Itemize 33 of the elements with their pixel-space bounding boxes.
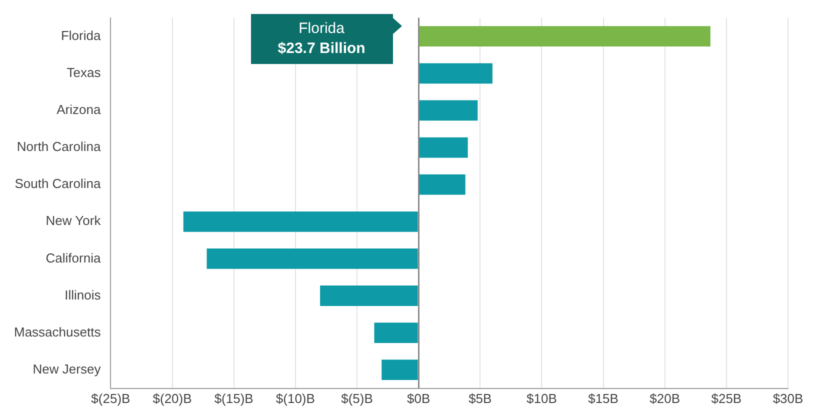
bar xyxy=(382,360,418,380)
bar xyxy=(419,63,492,84)
bar xyxy=(374,322,418,343)
y-tick-label: South Carolina xyxy=(14,176,102,192)
bar xyxy=(183,211,418,232)
y-tick-label: New Jersey xyxy=(32,361,102,376)
x-tick-label: $25B xyxy=(711,390,742,406)
bar xyxy=(206,248,418,269)
bar xyxy=(320,286,418,306)
x-tick-label: $5B xyxy=(468,390,492,406)
annotation: Florida $23.7 Billion xyxy=(276,18,366,59)
x-tick-label: $(15)B xyxy=(214,390,254,406)
bar xyxy=(419,174,466,195)
y-tick-label: Massachusetts xyxy=(14,324,102,340)
x-tick-label: $(10)B xyxy=(276,390,315,406)
x-tick-label: $(5)B xyxy=(341,390,373,406)
bar xyxy=(419,26,710,47)
bar xyxy=(419,137,468,158)
y-tick-label: Florida xyxy=(60,28,102,43)
x-tick-label: $0B xyxy=(406,390,430,406)
y-tick-label: Arizona xyxy=(56,102,102,118)
x-tick-label: $20B xyxy=(650,390,680,406)
x-tick-label: $10B xyxy=(526,390,557,406)
y-tick-label: Texas xyxy=(66,64,102,80)
y-tick-label: California xyxy=(46,250,102,266)
x-tick-label: $30B xyxy=(772,390,804,406)
y-tick-label: Illinois xyxy=(64,287,102,302)
x-tick-label: $(20)B xyxy=(152,390,192,406)
bar xyxy=(419,100,478,121)
y-tick-label: North Carolina xyxy=(16,139,102,154)
x-tick-label: $15B xyxy=(588,390,618,406)
y-tick-label: New York xyxy=(46,213,102,228)
x-tick-label: $(25)B xyxy=(91,390,130,406)
